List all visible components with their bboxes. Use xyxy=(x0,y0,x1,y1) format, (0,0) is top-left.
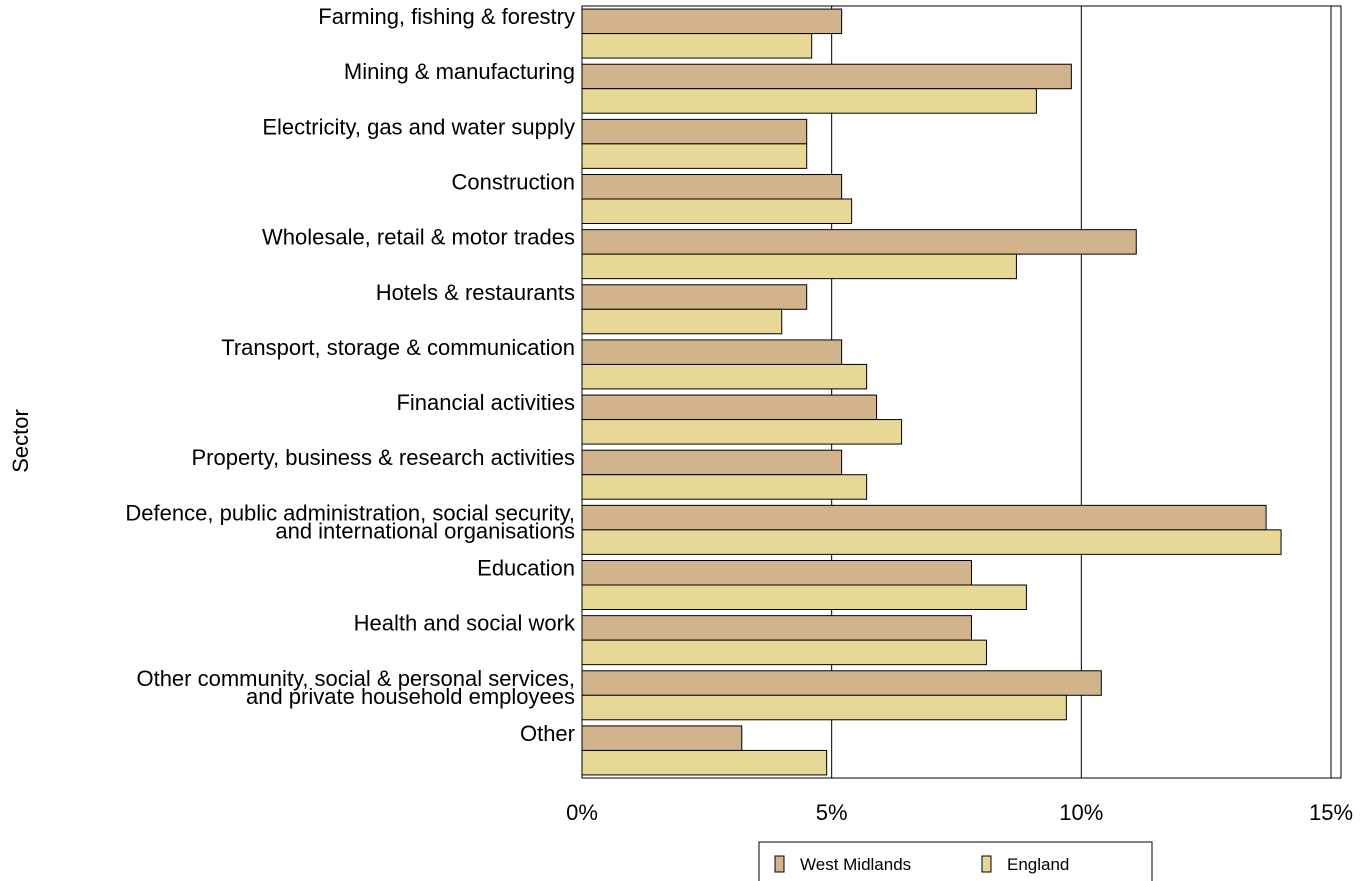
legend-swatch xyxy=(774,855,785,873)
category-label: Education xyxy=(477,556,575,581)
category-label: Health and social work xyxy=(354,611,576,636)
bar-west-midlands xyxy=(581,449,843,476)
bar-england xyxy=(581,143,808,169)
bar-west-midlands xyxy=(581,504,1267,531)
x-tick-label: 0% xyxy=(566,800,598,825)
bar-west-midlands xyxy=(581,284,808,310)
bar-west-midlands xyxy=(581,8,843,35)
category-label: Wholesale, retail & motor trades xyxy=(262,225,575,250)
plot-frame xyxy=(581,5,1342,779)
category-label-line1: Defence, public administration, social s… xyxy=(125,500,575,525)
bar-england xyxy=(581,33,813,59)
bar-england xyxy=(581,363,868,390)
bar-west-midlands xyxy=(581,560,972,586)
category-label: Property, business & research activities xyxy=(191,445,575,470)
category-label: Mining & manufacturing xyxy=(344,59,575,84)
category-label-line2: and private household employees xyxy=(246,684,575,709)
x-tick-label: 5% xyxy=(816,800,848,825)
category-label: Financial activities xyxy=(396,390,575,415)
category-label-line1: Other community, social & personal servi… xyxy=(136,666,575,691)
bar-england xyxy=(581,529,1282,555)
x-tick-labels: 0% 5% 10% 15% xyxy=(566,800,1353,825)
bar-england xyxy=(581,88,1037,114)
legend-swatch xyxy=(981,855,992,873)
category-label: Construction xyxy=(451,170,575,195)
category-label-line2: and international organisations xyxy=(275,518,575,543)
category-label: Farming, fishing & forestry xyxy=(318,4,575,29)
x-tick-label: 10% xyxy=(1059,800,1103,825)
bar-west-midlands xyxy=(581,615,972,641)
bar-england xyxy=(581,694,1067,721)
legend-entry: West Midlands xyxy=(800,855,911,874)
bar-england xyxy=(581,419,903,445)
bar-england xyxy=(581,308,783,335)
category-label: Transport, storage & communication xyxy=(221,335,575,360)
category-labels: Farming, fishing & forestry Mining & manu… xyxy=(125,4,576,746)
bar-england xyxy=(581,474,868,500)
legend-box xyxy=(758,841,1153,881)
bar-england xyxy=(581,749,828,776)
bar-england xyxy=(581,253,1017,280)
bar-west-midlands xyxy=(581,394,878,421)
category-label: Other xyxy=(520,721,575,746)
category-label: Hotels & restaurants xyxy=(376,280,575,305)
bar-west-midlands xyxy=(581,229,1137,255)
legend: West Midlands England xyxy=(758,841,1153,881)
bar-west-midlands xyxy=(581,174,843,200)
bar-england xyxy=(581,584,1027,610)
bar-west-midlands xyxy=(581,670,1102,696)
legend-entry: England xyxy=(1007,855,1069,874)
y-axis-title: Sector xyxy=(8,409,33,473)
bar-west-midlands xyxy=(581,339,843,365)
bar-west-midlands xyxy=(581,118,808,145)
bars xyxy=(581,8,1282,776)
category-label: Electricity, gas and water supply xyxy=(262,114,575,139)
x-tick-label: 15% xyxy=(1309,800,1353,825)
bar-west-midlands xyxy=(581,725,743,751)
bar-west-midlands xyxy=(581,63,1072,90)
bar-england xyxy=(581,198,853,224)
bar-england xyxy=(581,639,987,666)
